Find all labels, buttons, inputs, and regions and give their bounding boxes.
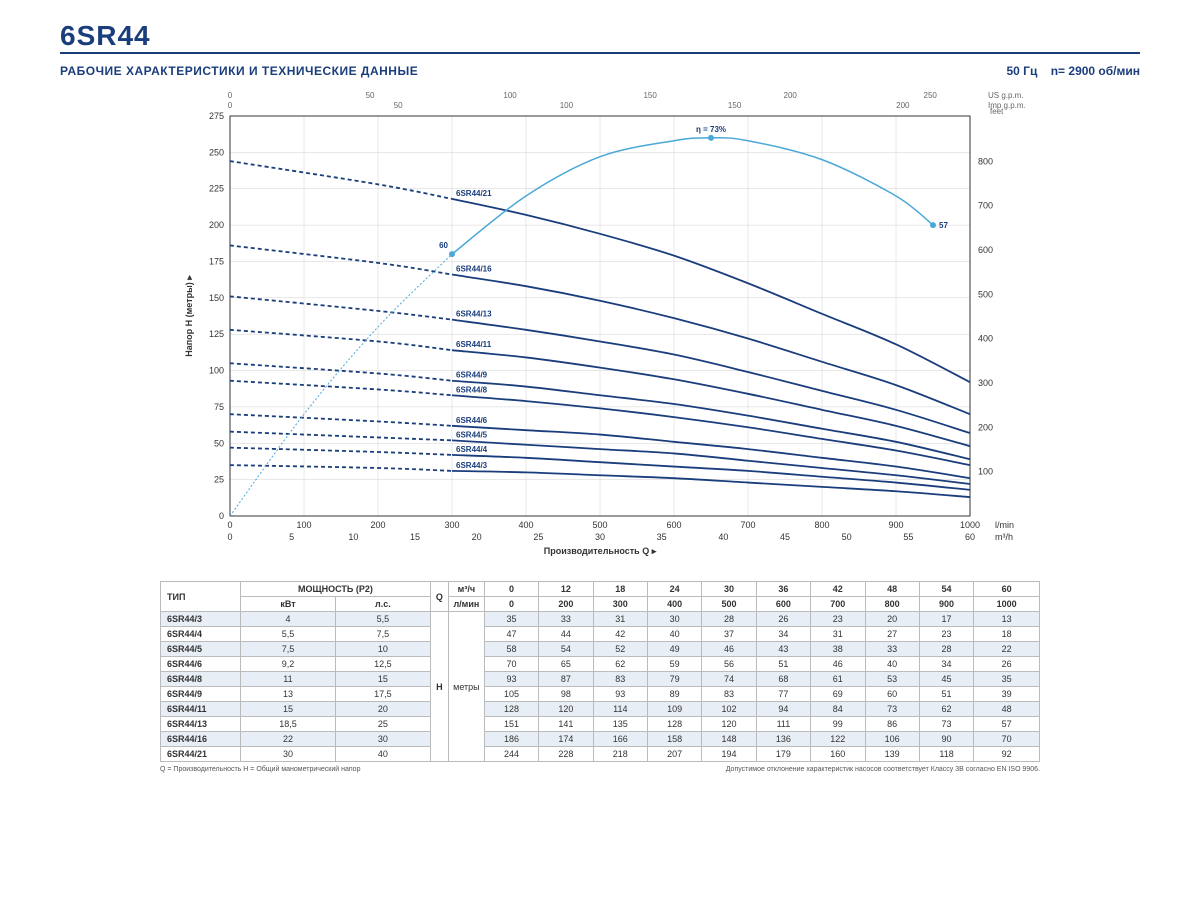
svg-text:100: 100 — [296, 520, 311, 530]
svg-text:Производительность Q ▸: Производительность Q ▸ — [544, 546, 657, 556]
svg-text:200: 200 — [896, 101, 910, 110]
svg-text:125: 125 — [209, 329, 224, 339]
svg-text:6SR44/4: 6SR44/4 — [456, 445, 488, 454]
svg-text:6SR44/8: 6SR44/8 — [456, 385, 488, 394]
svg-text:275: 275 — [209, 111, 224, 121]
svg-text:35: 35 — [657, 532, 667, 542]
svg-text:10: 10 — [348, 532, 358, 542]
svg-text:6SR44/5: 6SR44/5 — [456, 430, 488, 439]
subtitle: РАБОЧИЕ ХАРАКТЕРИСТИКИ И ТЕХНИЧЕСКИЕ ДАН… — [60, 64, 418, 78]
svg-text:60: 60 — [965, 532, 975, 542]
svg-text:η = 73%: η = 73% — [696, 125, 726, 134]
svg-text:60: 60 — [439, 241, 448, 250]
svg-text:150: 150 — [728, 101, 742, 110]
svg-text:30: 30 — [595, 532, 605, 542]
svg-text:6SR44/3: 6SR44/3 — [456, 461, 488, 470]
svg-text:55: 55 — [903, 532, 913, 542]
svg-text:6SR44/6: 6SR44/6 — [456, 416, 488, 425]
svg-text:0: 0 — [219, 511, 224, 521]
svg-text:20: 20 — [472, 532, 482, 542]
svg-text:40: 40 — [718, 532, 728, 542]
svg-text:0: 0 — [228, 101, 233, 110]
svg-text:50: 50 — [394, 101, 403, 110]
svg-text:200: 200 — [784, 91, 798, 100]
svg-text:700: 700 — [740, 520, 755, 530]
svg-text:50: 50 — [842, 532, 852, 542]
operating-params: 50 Гц n= 2900 об/мин — [1007, 64, 1141, 78]
svg-text:6SR44/21: 6SR44/21 — [456, 189, 492, 198]
svg-text:300: 300 — [978, 378, 993, 388]
performance-table: ТИПМОЩНОСТЬ (P2)Qм³/ч0121824303642485460… — [160, 581, 1040, 762]
svg-text:800: 800 — [814, 520, 829, 530]
svg-text:1000: 1000 — [960, 520, 980, 530]
svg-text:0: 0 — [227, 520, 232, 530]
svg-text:400: 400 — [518, 520, 533, 530]
svg-text:500: 500 — [592, 520, 607, 530]
svg-text:6SR44/9: 6SR44/9 — [456, 371, 488, 380]
svg-text:6SR44/13: 6SR44/13 — [456, 310, 492, 319]
svg-text:200: 200 — [978, 422, 993, 432]
svg-text:600: 600 — [978, 245, 993, 255]
svg-text:150: 150 — [643, 91, 657, 100]
svg-text:400: 400 — [978, 334, 993, 344]
svg-text:300: 300 — [444, 520, 459, 530]
svg-text:500: 500 — [978, 289, 993, 299]
svg-text:feet: feet — [990, 107, 1004, 116]
performance-chart: 01002003004005006007008009001000l/min051… — [160, 86, 1040, 566]
svg-text:45: 45 — [780, 532, 790, 542]
svg-text:175: 175 — [209, 256, 224, 266]
svg-text:100: 100 — [209, 366, 224, 376]
svg-text:50: 50 — [214, 438, 224, 448]
svg-text:57: 57 — [939, 221, 948, 230]
svg-text:25: 25 — [533, 532, 543, 542]
svg-text:0: 0 — [228, 91, 233, 100]
svg-text:6SR44/16: 6SR44/16 — [456, 265, 492, 274]
svg-text:100: 100 — [978, 467, 993, 477]
svg-text:150: 150 — [209, 293, 224, 303]
footnote: Q = Производительность H = Общий маномет… — [160, 766, 1040, 773]
svg-text:m³/h: m³/h — [995, 532, 1013, 542]
svg-text:700: 700 — [978, 201, 993, 211]
svg-text:100: 100 — [503, 91, 517, 100]
svg-text:200: 200 — [370, 520, 385, 530]
svg-text:900: 900 — [888, 520, 903, 530]
svg-text:15: 15 — [410, 532, 420, 542]
svg-text:600: 600 — [666, 520, 681, 530]
svg-text:75: 75 — [214, 402, 224, 412]
svg-text:US g.p.m.: US g.p.m. — [988, 91, 1024, 100]
svg-text:800: 800 — [978, 156, 993, 166]
page-title: 6SR44 — [60, 20, 151, 52]
svg-text:100: 100 — [560, 101, 574, 110]
svg-text:50: 50 — [366, 91, 375, 100]
svg-text:Напор H (метры) ▸: Напор H (метры) ▸ — [184, 275, 194, 357]
svg-text:6SR44/11: 6SR44/11 — [456, 340, 492, 349]
svg-text:0: 0 — [227, 532, 232, 542]
svg-text:5: 5 — [289, 532, 294, 542]
svg-text:225: 225 — [209, 184, 224, 194]
svg-text:250: 250 — [924, 91, 938, 100]
svg-text:200: 200 — [209, 220, 224, 230]
svg-text:l/min: l/min — [995, 520, 1014, 530]
svg-text:25: 25 — [214, 475, 224, 485]
svg-text:250: 250 — [209, 147, 224, 157]
